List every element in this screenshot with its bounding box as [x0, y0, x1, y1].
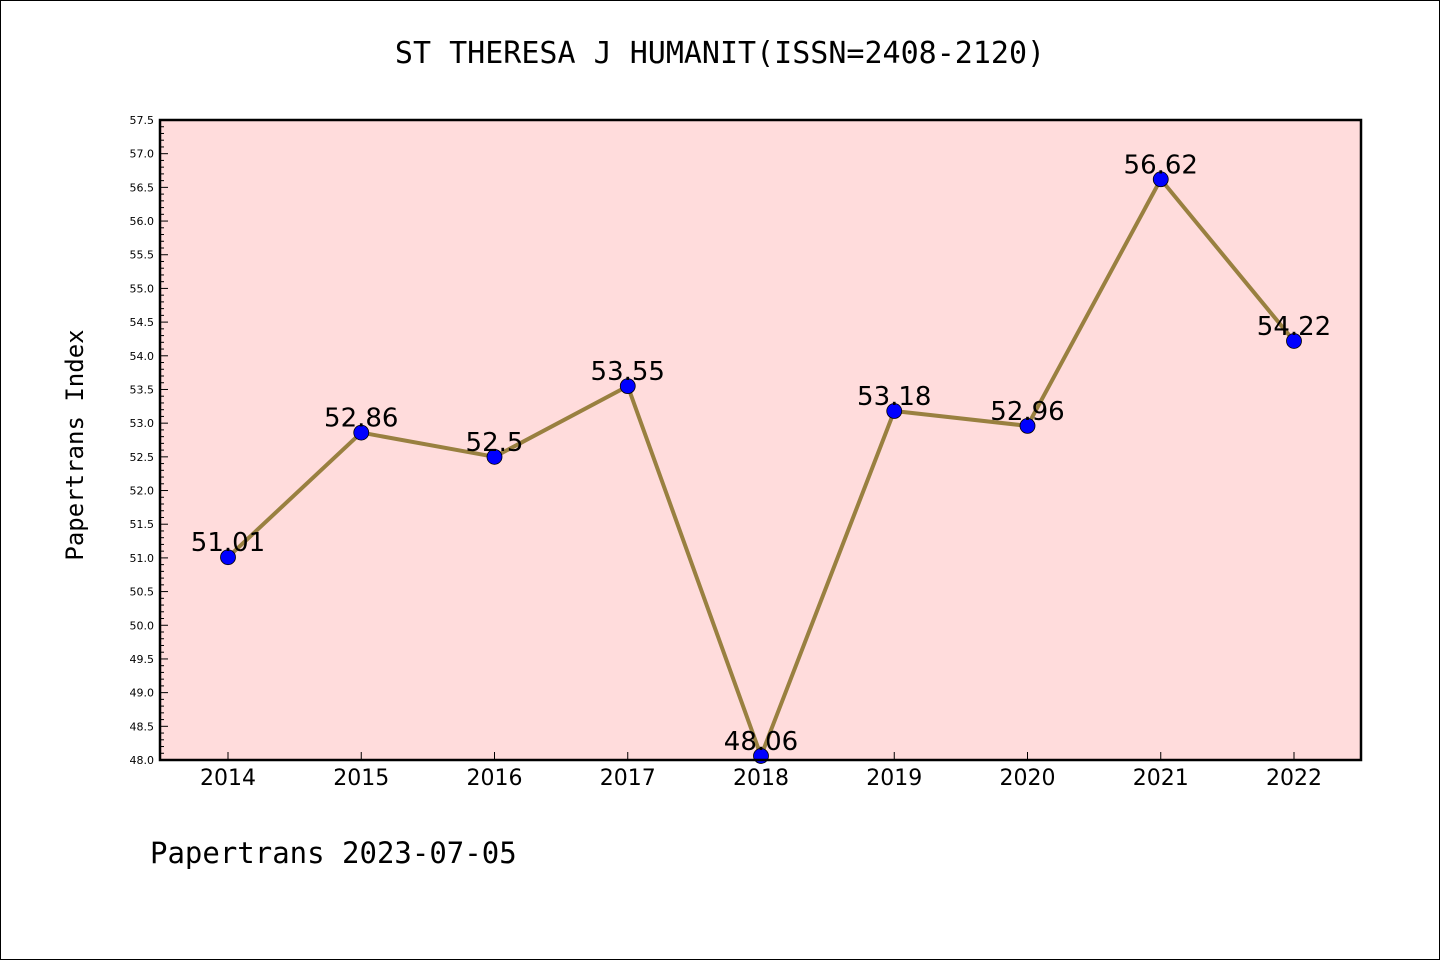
x-tick-label: 2016: [467, 766, 523, 791]
x-tick-label: 2020: [1000, 766, 1056, 791]
data-label: 52.5: [466, 428, 524, 458]
data-label: 51.01: [191, 528, 265, 558]
y-tick-label: 49.0: [130, 687, 155, 700]
data-point: [1019, 417, 1036, 434]
y-tick-label: 53.0: [130, 417, 155, 430]
data-point: [1152, 171, 1169, 188]
y-tick-label: 56.5: [130, 181, 155, 194]
x-tick-label: 2019: [866, 766, 922, 791]
chart-title: ST THERESA J HUMANIT(ISSN=2408-2120): [394, 36, 1046, 71]
x-tick-label: 2022: [1266, 766, 1322, 791]
y-tick-label: 54.0: [130, 350, 155, 363]
y-tick-label: 51.0: [130, 552, 155, 565]
footer-text: Papertrans 2023-07-05: [150, 836, 517, 870]
y-tick-label: 53.5: [130, 383, 155, 396]
y-tick-label: 50.0: [130, 619, 155, 632]
x-tick-label: 2017: [600, 766, 656, 791]
data-point: [619, 378, 636, 395]
y-tick-label: 48.5: [130, 720, 155, 733]
y-tick-label: 51.5: [130, 518, 155, 531]
y-tick-label: 49.5: [130, 653, 155, 666]
x-tick-label: 2015: [333, 766, 389, 791]
data-point: [1286, 333, 1302, 349]
x-tick-label: 2014: [200, 766, 256, 791]
x-tick-label: 2021: [1133, 766, 1189, 791]
x-tick-label: 2018: [733, 766, 789, 791]
data-label: 48.06: [724, 727, 798, 757]
y-tick-label: 57.5: [130, 114, 155, 127]
data-label: 52.86: [324, 404, 398, 434]
y-tick-label: 54.5: [130, 316, 155, 329]
y-tick-label: 55.5: [130, 249, 155, 262]
y-tick-label: 52.5: [130, 451, 155, 464]
plot-area: [160, 120, 1361, 760]
y-tick-label: 52.0: [130, 485, 155, 498]
plot-border: [158, 118, 1363, 762]
y-tick-label: 56.0: [130, 215, 155, 228]
data-label: 54.22: [1257, 312, 1331, 342]
data-point: [220, 549, 236, 566]
data-point: [353, 424, 370, 441]
data-label: 52.96: [990, 397, 1064, 427]
y-tick-label: 57.0: [130, 148, 155, 161]
y-tick-label: 55.0: [130, 282, 155, 295]
data-point: [486, 448, 503, 465]
y-tick-label: 50.5: [130, 586, 155, 599]
data-point: [886, 403, 903, 419]
data-label: 56.62: [1124, 150, 1198, 180]
y-tick-label: 48.0: [130, 754, 155, 767]
data-label: 53.18: [857, 382, 931, 412]
data-label: 53.55: [591, 357, 665, 387]
